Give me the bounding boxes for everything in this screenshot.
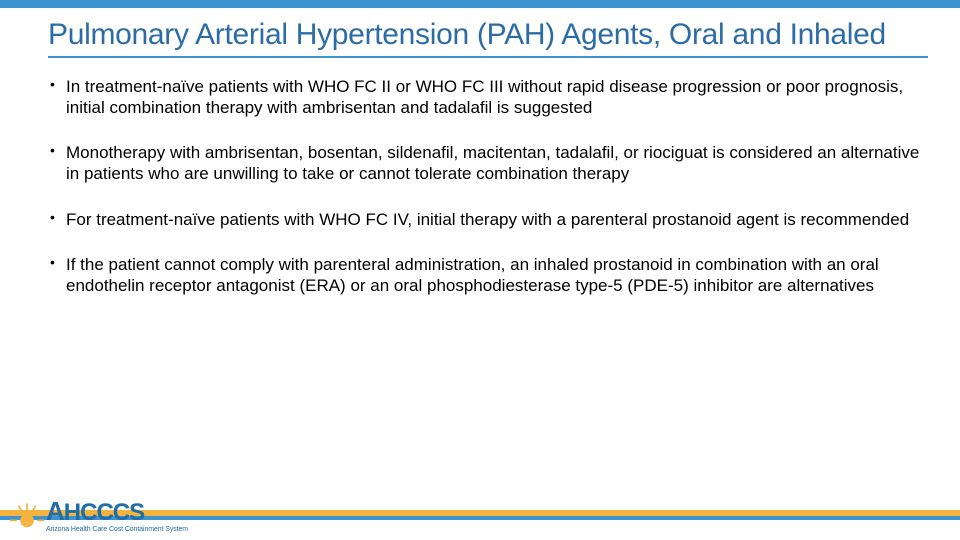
slide-footer: AHCCCS Arizona Health Care Cost Containm… [0, 492, 960, 540]
ahcccs-logo: AHCCCS Arizona Health Care Cost Containm… [10, 498, 188, 534]
sun-icon [10, 500, 44, 534]
list-item: In treatment-naïve patients with WHO FC … [48, 76, 928, 119]
logo-subtext: Arizona Health Care Cost Containment Sys… [46, 526, 188, 533]
logo-text: AHCCCS [46, 498, 188, 525]
slide-title: Pulmonary Arterial Hypertension (PAH) Ag… [48, 10, 928, 58]
list-item: For treatment-naïve patients with WHO FC… [48, 209, 928, 230]
bullet-list: In treatment-naïve patients with WHO FC … [48, 76, 928, 297]
slide-content: Pulmonary Arterial Hypertension (PAH) Ag… [0, 10, 960, 320]
top-accent-bar [0, 0, 960, 8]
list-item: Monotherapy with ambrisentan, bosentan, … [48, 142, 928, 185]
list-item: If the patient cannot comply with parent… [48, 254, 928, 297]
